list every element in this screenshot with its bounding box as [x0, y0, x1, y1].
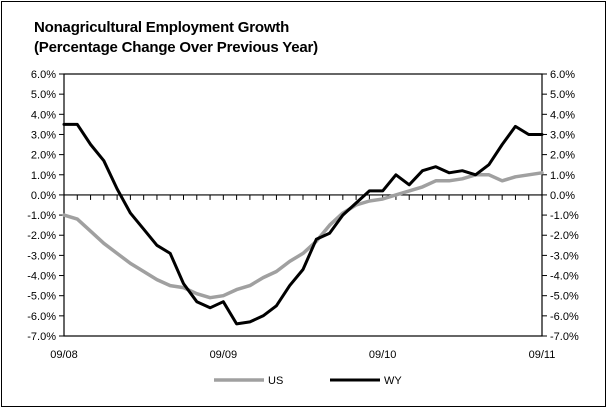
y-tick-label-left: 6.0%	[31, 69, 56, 81]
y-tick-label-right: -6.0%	[550, 311, 579, 323]
chart-axes: 6.0% 6.0% 5.0% 5.0% 4.0% 4.0% 3.0% 3.0% 2.0% 2.0%…	[27, 69, 579, 361]
x-tick-label: 09/09	[210, 349, 238, 361]
series-line-wy	[62, 122, 544, 326]
y-tick-label-left: -7.0%	[27, 331, 56, 343]
y-tick-label-right: -7.0%	[550, 331, 579, 343]
x-tick-label: 09/08	[50, 349, 78, 361]
y-tick-label-left: -1.0%	[27, 210, 56, 222]
y-tick-label-left: -3.0%	[27, 250, 56, 262]
y-tick-label-left: 1.0%	[31, 170, 56, 182]
y-tick-label-right: 6.0%	[550, 69, 575, 81]
y-tick-label-right: -1.0%	[550, 210, 579, 222]
y-tick-label-right: 1.0%	[550, 170, 575, 182]
y-tick-label-right: -2.0%	[550, 230, 579, 242]
y-tick-label-left: -5.0%	[27, 291, 56, 303]
y-tick-label-right: 4.0%	[550, 109, 575, 121]
y-tick-label-right: -5.0%	[550, 291, 579, 303]
x-tick-label: 09/11	[529, 349, 556, 361]
y-tick-label-left: -2.0%	[27, 230, 56, 242]
y-tick-label-left: 4.0%	[31, 109, 56, 121]
y-tick-label-left: 2.0%	[31, 150, 56, 162]
chart-legend: US WY	[214, 375, 402, 387]
y-tick-label-left: -6.0%	[27, 311, 56, 323]
series-line-us	[62, 171, 544, 300]
y-tick-label-left: 5.0%	[31, 89, 56, 101]
y-tick-label-right: 2.0%	[550, 150, 575, 162]
chart-series	[62, 122, 544, 326]
x-tick-label: 09/10	[369, 349, 397, 361]
y-tick-label-right: -3.0%	[550, 250, 579, 262]
y-tick-label-left: 0.0%	[31, 190, 56, 202]
chart-title: Nonagricultural Employment Growth	[34, 19, 290, 36]
chart-subtitle: (Percentage Change Over Previous Year)	[34, 39, 318, 56]
y-tick-label-right: -4.0%	[550, 271, 579, 283]
y-tick-label-left: -4.0%	[27, 271, 56, 283]
legend-label-us: US	[268, 375, 283, 387]
legend-label-wy: WY	[384, 375, 402, 387]
plot-area-border	[63, 73, 543, 337]
y-tick-label-right: 5.0%	[550, 89, 575, 101]
y-tick-label-right: 0.0%	[550, 190, 575, 202]
y-tick-label-right: 3.0%	[550, 129, 575, 141]
y-tick-label-left: 3.0%	[31, 129, 56, 141]
